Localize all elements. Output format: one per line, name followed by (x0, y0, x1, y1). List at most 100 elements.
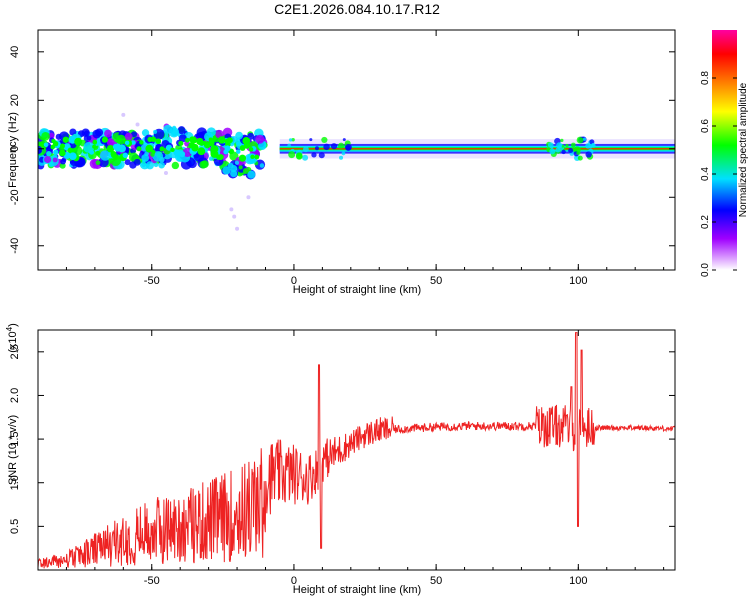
noise-blob (44, 155, 52, 164)
snr-line-layer (38, 332, 675, 569)
noise-hot (170, 147, 175, 153)
noise-blob (201, 160, 209, 169)
noise-blob (206, 127, 216, 137)
snr-ytick-label: 1.0 (9, 475, 21, 490)
spectrogram-ytick-label: 0 (9, 146, 21, 152)
spectrogram-panel: -50 0 50 100 -40 -20 0 20 40 Height of straight … (7, 29, 676, 296)
noise-blob (46, 150, 52, 157)
noise-hot (150, 136, 157, 142)
snr-xtick-label: 100 (569, 575, 587, 587)
snr-ytick-label: 2.0 (9, 388, 21, 403)
onset-blob (295, 153, 303, 160)
disturbance-blob (570, 142, 576, 148)
colorbar-tick-label: 0.8 (700, 71, 711, 85)
noise-blob (69, 128, 77, 136)
noise-hot (238, 154, 247, 162)
noise-blob (38, 145, 43, 155)
noise-blob (235, 131, 244, 140)
noise-hot (53, 149, 59, 155)
colorbar-ticks: 0.0 0.2 0.4 0.6 0.8 (700, 71, 737, 277)
disturbance-blob (591, 142, 595, 147)
noise-hot (210, 145, 219, 153)
snr-ytick-label: 1.5 (9, 431, 21, 446)
colorbar-gradient (712, 30, 737, 270)
noise-blob (92, 129, 102, 139)
noise-hot (117, 144, 126, 153)
noise-hot (178, 140, 184, 146)
noise-hot (95, 150, 101, 156)
noise-faint (121, 112, 126, 117)
noise-blob (215, 129, 224, 139)
snr-frame (37, 329, 676, 571)
disturbance-blob (549, 148, 556, 155)
noise-blob (133, 158, 141, 166)
noise-faint (246, 195, 251, 200)
noise-blob (237, 160, 243, 166)
noise-faint (229, 207, 234, 212)
onset-blob (342, 138, 346, 142)
noise-hot (139, 140, 144, 145)
noise-blob (177, 126, 186, 135)
onset-blob (287, 143, 291, 148)
spectrogram-xtick-label: 100 (569, 275, 587, 287)
noise-blob (178, 134, 187, 143)
noise-blob (242, 168, 249, 174)
disturbance-blob (547, 142, 554, 149)
noise-blob (227, 162, 234, 169)
noise-blob (95, 160, 101, 166)
snr-xlabel: Height of straight line (km) (293, 584, 421, 596)
noise-hot (236, 149, 241, 154)
noise-blob (144, 151, 149, 157)
spectrogram-ytick-label: -40 (9, 238, 21, 254)
noise-hot (124, 140, 130, 146)
noise-hot (43, 142, 49, 148)
onset-blob (302, 154, 309, 161)
onset-blob (288, 151, 296, 159)
noise-hot (208, 139, 215, 147)
noise-blob (141, 129, 150, 137)
snr-multiplier: (x104) (5, 323, 19, 353)
onset-blob (344, 143, 352, 151)
disturbance-blob (576, 150, 581, 155)
noise-blob (153, 129, 158, 134)
colorbar-tick-label: 0.4 (700, 167, 711, 181)
onset-blob (338, 142, 345, 149)
noise-hot (197, 147, 206, 156)
noise-hot (248, 147, 254, 152)
noise-hot (191, 143, 199, 152)
noise-hot (130, 140, 136, 145)
noise-hot (223, 149, 229, 155)
snr-plot-area (38, 330, 675, 570)
noise-blob (52, 157, 58, 163)
noise-faint (232, 214, 237, 219)
noise-faint (135, 122, 140, 127)
noise-hot (145, 144, 154, 153)
onset-blob (288, 138, 293, 142)
colorbar-label: Normalized spectral amplitude (738, 82, 749, 217)
noise-hot (173, 149, 180, 156)
noise-hot (92, 139, 97, 144)
noise-hot (178, 151, 186, 158)
onset-blob (341, 151, 346, 156)
noise-hot (67, 147, 73, 153)
noise-hot (122, 152, 129, 158)
noise-blob (222, 166, 231, 175)
noise-hot (199, 141, 204, 146)
onset-blob (291, 138, 295, 142)
snr-panel: -50 0 50 100 0.5 1.0 1.5 2.0 2.5 Height of strai… (5, 323, 676, 596)
noise-blob (258, 141, 267, 151)
noise-blob (60, 158, 66, 165)
noise-hot (51, 138, 56, 144)
spectrogram-heatmap (38, 112, 675, 231)
noise-hot (60, 143, 66, 149)
noise-hot (159, 146, 165, 152)
snr-ytick-label: 2.5 (9, 344, 21, 359)
noise-faint (163, 171, 168, 176)
noise-blob (48, 161, 54, 168)
onset-blob (321, 136, 328, 144)
snr-xtick-label: -50 (144, 575, 160, 587)
snr-xtick-label: 0 (291, 575, 297, 587)
snr-series-line (38, 332, 675, 569)
disturbance-blob (582, 137, 587, 141)
